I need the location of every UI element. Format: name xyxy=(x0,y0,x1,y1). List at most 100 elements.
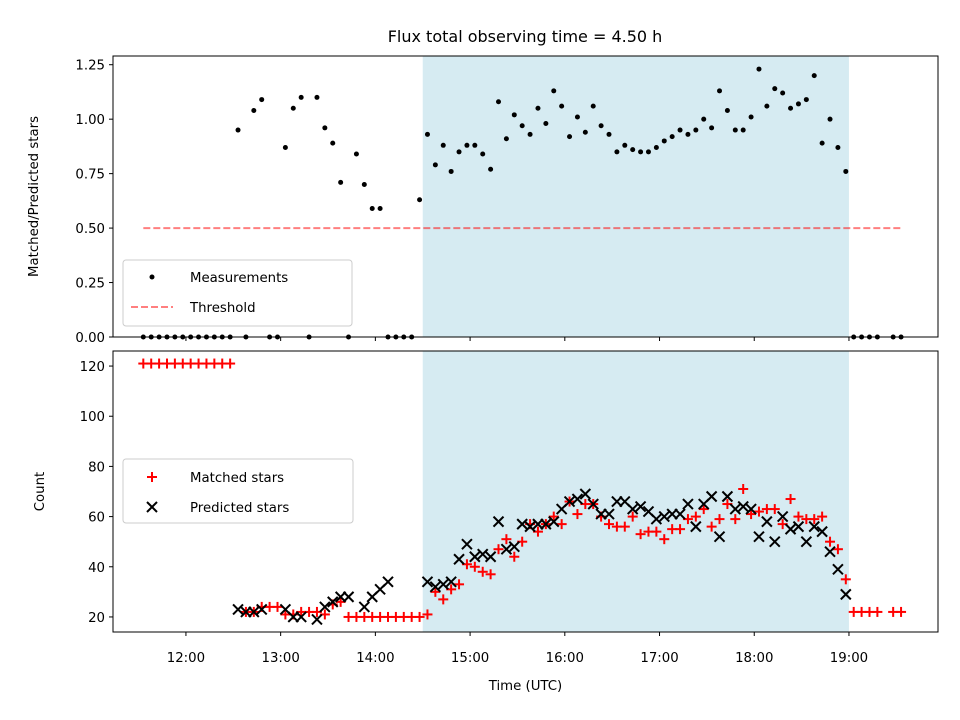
predicted-star-point xyxy=(484,551,497,563)
measurement-point xyxy=(298,94,304,100)
measurement-point xyxy=(496,99,502,105)
matched-star-point xyxy=(627,511,638,522)
measurement-point xyxy=(251,107,257,113)
measurement-point xyxy=(590,103,596,109)
matched-star-point xyxy=(769,504,780,515)
matched-star-point xyxy=(414,611,425,622)
predicted-star-point xyxy=(232,603,244,616)
x-tick-label: 15:00 xyxy=(451,651,489,666)
matched-star-point xyxy=(659,534,670,545)
measurement-point xyxy=(669,134,675,140)
top-y-tick-label: 0.25 xyxy=(75,277,105,292)
legend-threshold-label: Threshold xyxy=(189,301,256,316)
measurement-point xyxy=(338,179,344,185)
measurement-point xyxy=(701,116,707,122)
predicted-star-point xyxy=(453,553,465,565)
measurement-point xyxy=(464,142,470,148)
predicted-star-point xyxy=(587,498,599,510)
measurement-point xyxy=(795,101,801,107)
predicted-star-point xyxy=(524,520,536,533)
measurement-point xyxy=(724,107,730,113)
measurement-point xyxy=(582,129,588,135)
measurement-point xyxy=(259,97,265,103)
predicted-star-point xyxy=(469,551,481,563)
predicted-star-point xyxy=(824,546,836,558)
matched-star-point xyxy=(438,594,449,605)
measurement-point xyxy=(819,140,825,146)
top-legend: Measurements Threshold xyxy=(122,259,353,327)
bottom-y-tick-label: 100 xyxy=(80,410,105,425)
x-tick-label: 12:00 xyxy=(167,651,205,666)
measurement-point xyxy=(448,168,454,174)
matched-star-point xyxy=(785,494,796,505)
measurement-point xyxy=(480,151,486,157)
matched-star-point xyxy=(477,566,488,577)
measurement-point xyxy=(653,144,659,150)
measurement-point xyxy=(732,127,738,133)
bottom-x-axis-label: Time (UTC) xyxy=(488,679,563,694)
measurement-point xyxy=(661,138,667,144)
legend-predicted-cross xyxy=(146,501,158,513)
legend-predicted-label: Predicted stars xyxy=(190,501,289,516)
measurement-point xyxy=(440,142,446,148)
measurement-point xyxy=(322,125,328,131)
measurement-point xyxy=(811,73,817,79)
measurement-point xyxy=(788,105,794,111)
matched-star-point xyxy=(485,569,496,580)
matched-star-point xyxy=(675,524,686,535)
predicted-star-point xyxy=(776,510,789,523)
measurement-point xyxy=(543,121,549,127)
measurement-point xyxy=(503,136,509,142)
matched-star-point xyxy=(635,529,646,540)
predicted-star-point xyxy=(477,548,489,560)
matched-star-point xyxy=(809,514,820,525)
predicted-star-point xyxy=(769,535,781,548)
measurement-point xyxy=(417,197,423,203)
top-y-tick-label: 1.00 xyxy=(75,113,105,128)
measurement-point xyxy=(353,151,359,157)
bottom-legend: Matched stars Predicted stars xyxy=(122,458,354,524)
matched-star-point xyxy=(225,358,236,369)
measurement-point xyxy=(835,144,841,150)
predicted-star-point xyxy=(563,495,576,508)
predicted-star-point xyxy=(548,515,560,528)
predicted-star-point xyxy=(682,498,694,510)
measurement-point xyxy=(645,149,651,155)
measurement-point xyxy=(772,86,778,92)
x-tick-label: 17:00 xyxy=(640,651,678,666)
predicted-star-point xyxy=(295,611,307,623)
matched-star-point xyxy=(832,544,843,555)
predicted-star-point xyxy=(705,490,718,503)
matched-star-point xyxy=(746,509,757,520)
predicted-star-point xyxy=(808,520,820,533)
top-y-axis: 0.00 0.25 0.50 0.75 1.00 1.25 xyxy=(75,59,113,346)
measurement-point xyxy=(314,94,320,100)
bottom-axes-frame xyxy=(112,350,939,633)
bottom-legend-box xyxy=(122,458,354,524)
bottom-y-axis-label: Count xyxy=(33,472,48,512)
measurement-point xyxy=(685,131,691,137)
matched-star-point xyxy=(619,521,630,532)
matched-star-point xyxy=(714,514,725,525)
measurement-point xyxy=(527,131,533,137)
predicted-star-point xyxy=(840,588,852,601)
predicted-star-point xyxy=(437,578,449,591)
predicted-star-point xyxy=(832,563,844,575)
matched-star-point xyxy=(753,506,764,517)
matched-star-point xyxy=(793,511,804,522)
predicted-star-point xyxy=(784,523,797,535)
measurement-point xyxy=(748,114,754,120)
legend-matched-marker xyxy=(147,472,157,482)
predicted-star-point xyxy=(500,543,513,555)
measurement-point xyxy=(843,168,849,174)
matched-star-point xyxy=(738,483,749,494)
predicted-star-point xyxy=(358,601,371,613)
matched-star-point xyxy=(690,511,701,522)
predicted-star-point xyxy=(256,603,268,616)
predicted-star-point xyxy=(603,508,615,520)
top-y-tick-label: 1.25 xyxy=(75,59,105,74)
legend-predicted-marker xyxy=(146,501,158,513)
measurement-point xyxy=(290,105,296,111)
predicted-star-point xyxy=(737,500,749,513)
x-tick-label: 19:00 xyxy=(830,651,868,666)
